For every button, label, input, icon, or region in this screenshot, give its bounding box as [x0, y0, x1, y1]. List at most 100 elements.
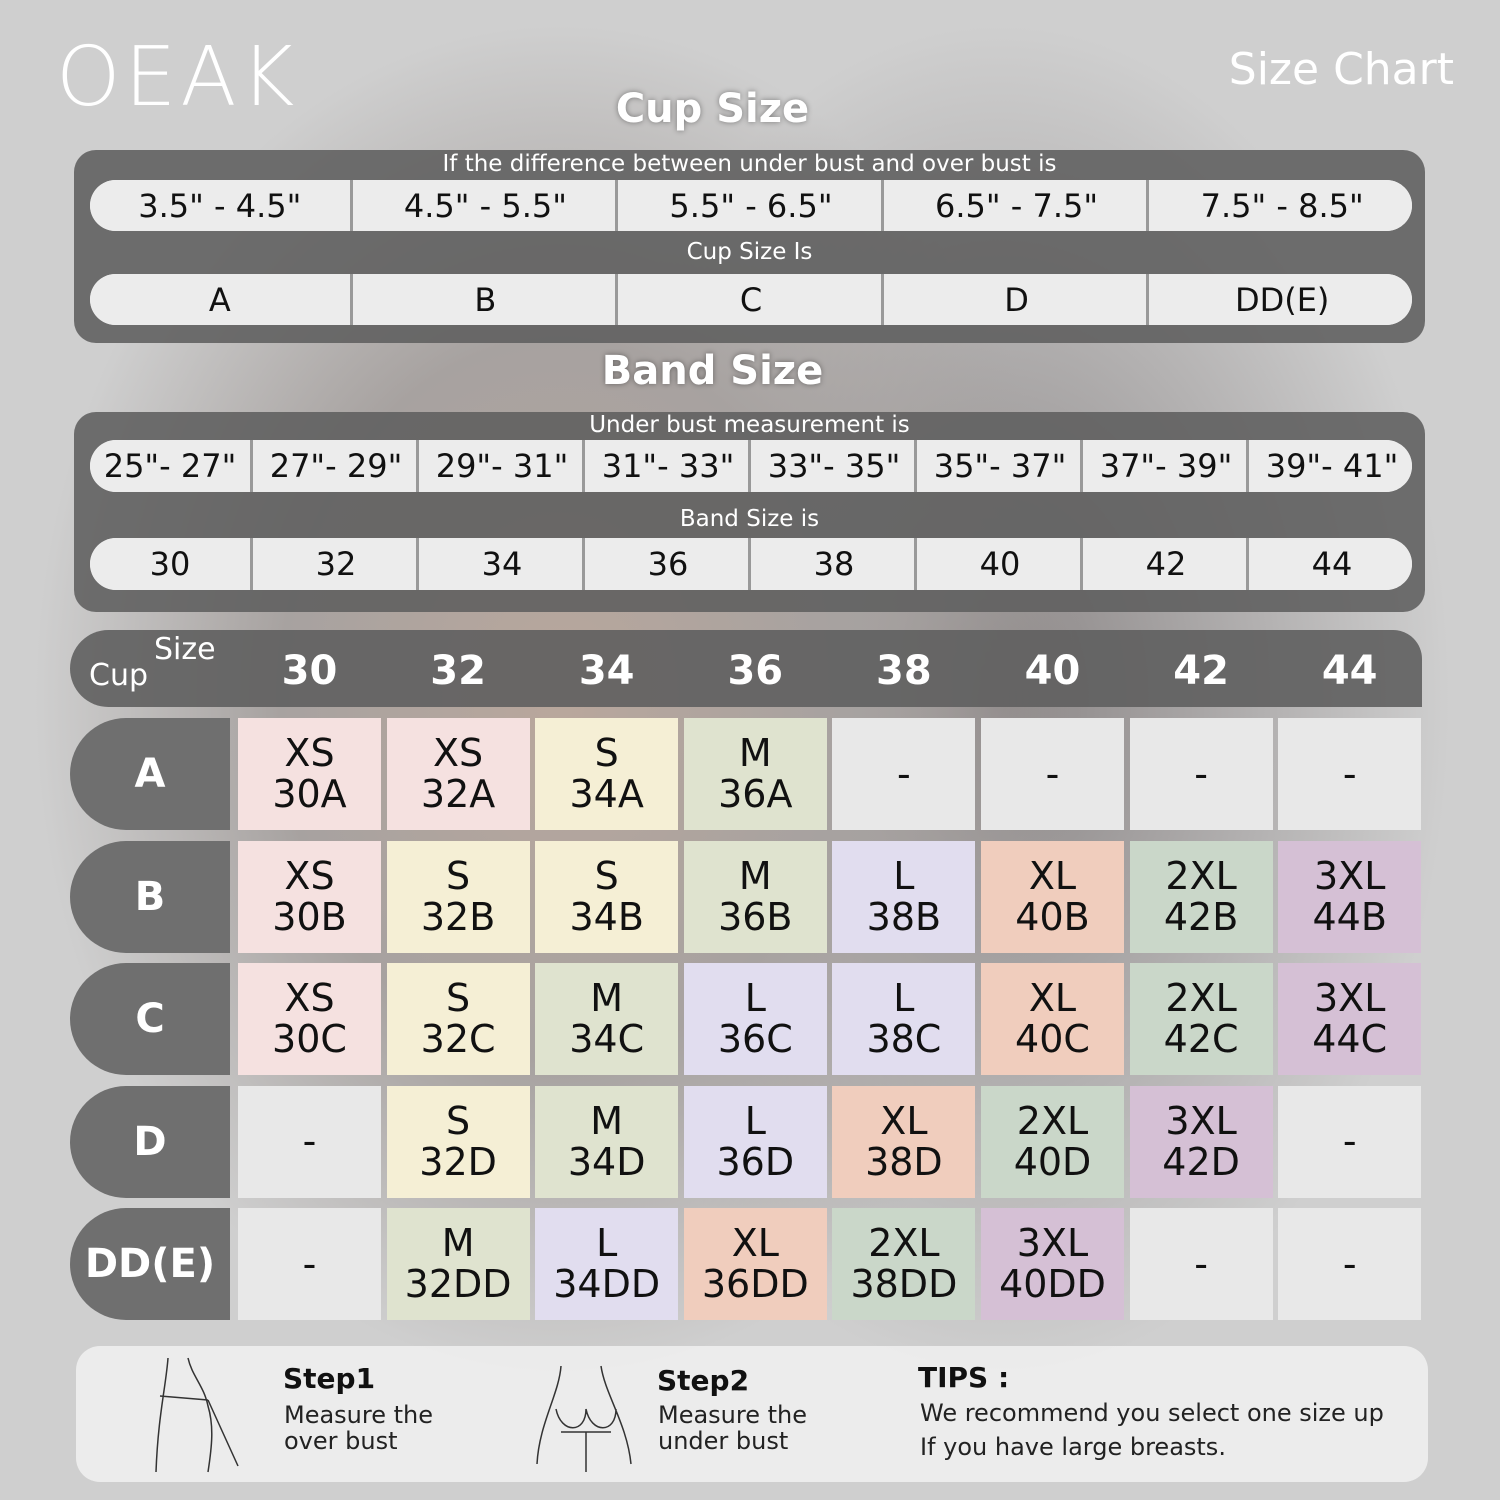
- size-cell: XS 30A: [238, 718, 381, 830]
- band-range-cell: 37"- 39": [1086, 440, 1249, 492]
- band-range-cell: 35"- 37": [920, 440, 1083, 492]
- size-cell: 3XL 44B: [1278, 840, 1422, 953]
- band-size-title: Band Size: [0, 348, 1425, 394]
- row-header-cup: B: [70, 840, 230, 953]
- size-cell: 2XL 42B: [1129, 840, 1273, 953]
- column-header: 38: [876, 648, 932, 694]
- cup-letter-cell: C: [621, 274, 884, 325]
- size-cell: XL 40C: [981, 963, 1124, 1075]
- band-range-row: 25"- 27" 27"- 29" 29"- 31" 31"- 33" 33"- 35"…: [90, 440, 1412, 492]
- column-header: 36: [727, 648, 784, 694]
- cup-letter-cell: D: [886, 274, 1150, 325]
- step1-title: Step1: [283, 1362, 376, 1395]
- size-cell: -: [1278, 718, 1422, 830]
- size-cell: -: [1129, 718, 1273, 830]
- band-size-heading: Band Size: [601, 348, 824, 394]
- size-cell: S 34A: [535, 718, 679, 830]
- cup-range-cell: 7.5" - 8.5": [1152, 180, 1412, 231]
- size-cell: -: [981, 718, 1124, 830]
- size-cell: -: [1278, 1085, 1422, 1198]
- size-cell: L 38C: [832, 963, 976, 1075]
- step2-title: Step2: [657, 1364, 750, 1397]
- column-header: 42: [1173, 648, 1229, 694]
- size-cell: XS 30B: [238, 840, 381, 953]
- cup-range-cell: 3.5" - 4.5": [90, 180, 353, 231]
- band-range-cell: 31"- 33": [588, 440, 751, 492]
- cup-size-panel: If the difference between under bust and…: [74, 150, 1425, 343]
- band-number-cell: 36: [588, 538, 751, 590]
- size-cell: -: [832, 718, 976, 830]
- size-cell: -: [1278, 1208, 1422, 1320]
- tips-line-1: We recommend you select one size up: [920, 1399, 1384, 1427]
- band-number-cell: 32: [256, 538, 419, 590]
- size-cell: -: [238, 1085, 381, 1198]
- row-header-cup: D: [70, 1085, 230, 1198]
- size-cell: M 34C: [535, 963, 679, 1075]
- band-number-cell: 38: [754, 538, 917, 590]
- size-cell: 3XL 40DD: [981, 1208, 1124, 1320]
- size-cell: M 34D: [535, 1085, 679, 1198]
- band-range-cell: 33"- 35": [754, 440, 917, 492]
- cup-letter-cell: A: [90, 274, 353, 325]
- size-cell: S 32D: [386, 1085, 530, 1198]
- size-cell: S 32C: [386, 963, 530, 1075]
- cup-letter-cell: B: [355, 274, 619, 325]
- column-header: 40: [1024, 648, 1081, 694]
- cup-caption-2: Cup Size Is: [686, 239, 813, 265]
- size-cell: -: [238, 1208, 381, 1320]
- size-cell: S 34B: [535, 840, 679, 953]
- column-header: 34: [578, 648, 635, 694]
- cup-caption-1: If the difference between under bust and…: [442, 151, 1057, 177]
- size-cell: 2XL 40D: [981, 1085, 1124, 1198]
- row-header-cup: A: [70, 718, 230, 830]
- band-caption-2: Band Size is: [679, 506, 820, 532]
- step2-text: Measure the under bust: [658, 1401, 808, 1455]
- tips-title: TIPS :: [918, 1361, 1010, 1394]
- measure-guide: Step1 Measure the over bust Step2 Measur…: [76, 1346, 1428, 1482]
- band-number-cell: 44: [1252, 538, 1412, 590]
- chart-title: Size Chart: [1228, 44, 1454, 95]
- band-number-cell: 42: [1086, 538, 1249, 590]
- cup-letter-cell: DD(E): [1152, 274, 1412, 325]
- row-header-cup: DD(E): [70, 1208, 230, 1320]
- corner-size-label: Size: [154, 632, 216, 667]
- size-cell: S 32B: [386, 840, 530, 953]
- band-range-cell: 39"- 41": [1252, 440, 1412, 492]
- size-cell: XL 36DD: [683, 1208, 827, 1320]
- size-cell: XL 38D: [832, 1085, 976, 1198]
- cup-range-cell: 4.5" - 5.5": [355, 180, 619, 231]
- step1-text: Measure the over bust: [284, 1401, 434, 1455]
- band-number-cell: 30: [90, 538, 253, 590]
- size-cell: M 36A: [683, 718, 827, 830]
- cup-size-title: Cup Size: [0, 86, 1425, 132]
- cup-range-row: 3.5" - 4.5" 4.5" - 5.5" 5.5" - 6.5" 6.5" - …: [90, 180, 1412, 231]
- size-cell: 2XL 38DD: [832, 1208, 976, 1320]
- measure-under-bust-icon: [536, 1365, 632, 1472]
- brand-logo: OEAK: [56, 30, 299, 125]
- size-cell: L 36C: [683, 963, 827, 1075]
- size-cell: XS 32A: [386, 718, 530, 830]
- size-cell: 3XL 42D: [1129, 1085, 1273, 1198]
- size-cell: M 32DD: [386, 1208, 530, 1320]
- size-cell: XS 30C: [238, 963, 381, 1075]
- size-cell: L 36D: [683, 1085, 827, 1198]
- table-header: Cup Size 30 32 34 36 38 40 42 44: [70, 630, 1422, 707]
- band-size-panel: Under bust measurement is 25"- 27" 27"- 2…: [74, 412, 1425, 612]
- band-caption-1: Under bust measurement is: [589, 412, 910, 438]
- column-header: 44: [1321, 648, 1378, 694]
- measure-over-bust-icon: [155, 1357, 239, 1473]
- cup-range-cell: 5.5" - 6.5": [621, 180, 884, 231]
- size-cell: M 36B: [683, 840, 827, 953]
- cup-range-cell: 6.5" - 7.5": [886, 180, 1150, 231]
- band-range-cell: 25"- 27": [90, 440, 253, 492]
- size-cell: L 38B: [832, 840, 976, 953]
- band-range-cell: 29"- 31": [422, 440, 585, 492]
- size-cell: L 34DD: [535, 1208, 679, 1320]
- band-number-cell: 40: [920, 538, 1083, 590]
- size-cell: XL 40B: [981, 840, 1124, 953]
- column-header: 32: [430, 648, 486, 694]
- band-number-row: 30 32 34 36 38 40 42 44: [90, 538, 1412, 590]
- band-range-cell: 27"- 29": [256, 440, 419, 492]
- size-cell: 2XL 42C: [1129, 963, 1273, 1075]
- row-header-cup: C: [70, 963, 230, 1075]
